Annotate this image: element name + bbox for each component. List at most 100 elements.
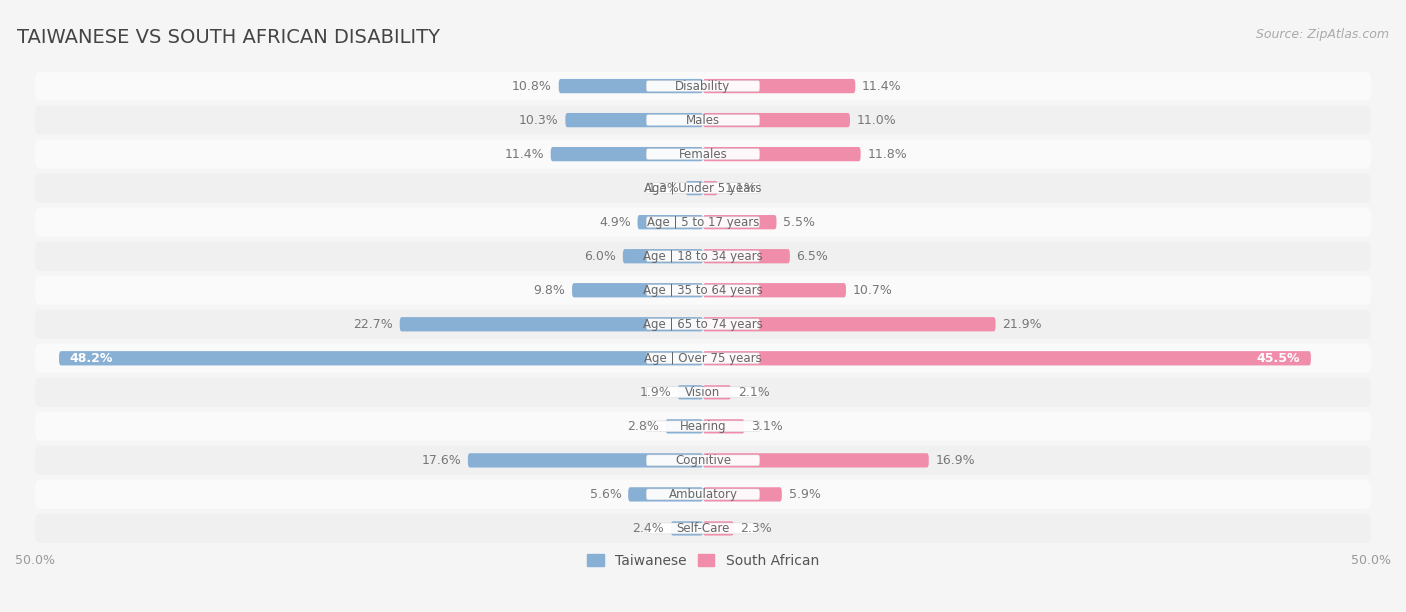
FancyBboxPatch shape: [686, 181, 703, 195]
Text: 11.0%: 11.0%: [856, 114, 897, 127]
Text: 10.3%: 10.3%: [519, 114, 558, 127]
Text: 48.2%: 48.2%: [70, 352, 112, 365]
FancyBboxPatch shape: [703, 351, 1310, 365]
Text: 2.8%: 2.8%: [627, 420, 659, 433]
Text: 17.6%: 17.6%: [422, 454, 461, 467]
FancyBboxPatch shape: [703, 419, 744, 433]
FancyBboxPatch shape: [558, 79, 703, 93]
FancyBboxPatch shape: [468, 453, 703, 468]
FancyBboxPatch shape: [647, 319, 759, 330]
FancyBboxPatch shape: [637, 215, 703, 230]
Text: 6.5%: 6.5%: [797, 250, 828, 263]
FancyBboxPatch shape: [35, 276, 1371, 305]
FancyBboxPatch shape: [35, 378, 1371, 407]
Text: Females: Females: [679, 147, 727, 160]
FancyBboxPatch shape: [628, 487, 703, 502]
FancyBboxPatch shape: [35, 140, 1371, 168]
Text: Disability: Disability: [675, 80, 731, 92]
FancyBboxPatch shape: [647, 81, 759, 92]
Text: Age | 65 to 74 years: Age | 65 to 74 years: [643, 318, 763, 330]
Text: TAIWANESE VS SOUTH AFRICAN DISABILITY: TAIWANESE VS SOUTH AFRICAN DISABILITY: [17, 28, 440, 47]
FancyBboxPatch shape: [35, 344, 1371, 373]
Text: Self-Care: Self-Care: [676, 522, 730, 535]
FancyBboxPatch shape: [35, 207, 1371, 237]
FancyBboxPatch shape: [551, 147, 703, 162]
Text: Vision: Vision: [685, 386, 721, 399]
FancyBboxPatch shape: [565, 113, 703, 127]
Text: 11.8%: 11.8%: [868, 147, 907, 160]
FancyBboxPatch shape: [703, 249, 790, 263]
FancyBboxPatch shape: [647, 455, 759, 466]
FancyBboxPatch shape: [671, 521, 703, 536]
Text: 21.9%: 21.9%: [1002, 318, 1042, 330]
FancyBboxPatch shape: [623, 249, 703, 263]
Text: Age | 35 to 64 years: Age | 35 to 64 years: [643, 284, 763, 297]
Text: 1.3%: 1.3%: [647, 182, 679, 195]
Text: 22.7%: 22.7%: [353, 318, 394, 330]
FancyBboxPatch shape: [703, 283, 846, 297]
Text: Source: ZipAtlas.com: Source: ZipAtlas.com: [1256, 28, 1389, 40]
Text: 2.3%: 2.3%: [741, 522, 772, 535]
FancyBboxPatch shape: [703, 113, 851, 127]
Text: 45.5%: 45.5%: [1257, 352, 1301, 365]
FancyBboxPatch shape: [35, 310, 1371, 338]
Text: 5.9%: 5.9%: [789, 488, 820, 501]
FancyBboxPatch shape: [35, 174, 1371, 203]
FancyBboxPatch shape: [647, 183, 759, 193]
Text: 2.4%: 2.4%: [633, 522, 664, 535]
FancyBboxPatch shape: [665, 419, 703, 433]
Text: Age | Under 5 years: Age | Under 5 years: [644, 182, 762, 195]
Text: Hearing: Hearing: [679, 420, 727, 433]
Text: 6.0%: 6.0%: [585, 250, 616, 263]
Text: Cognitive: Cognitive: [675, 454, 731, 467]
FancyBboxPatch shape: [703, 521, 734, 536]
FancyBboxPatch shape: [647, 114, 759, 125]
Text: 11.4%: 11.4%: [862, 80, 901, 92]
Text: 4.9%: 4.9%: [599, 215, 631, 229]
FancyBboxPatch shape: [647, 421, 759, 432]
Text: 3.1%: 3.1%: [751, 420, 783, 433]
Text: 9.8%: 9.8%: [533, 284, 565, 297]
FancyBboxPatch shape: [35, 242, 1371, 271]
FancyBboxPatch shape: [703, 385, 731, 400]
FancyBboxPatch shape: [572, 283, 703, 297]
FancyBboxPatch shape: [703, 487, 782, 502]
FancyBboxPatch shape: [647, 353, 759, 364]
Text: Males: Males: [686, 114, 720, 127]
Text: Age | 18 to 34 years: Age | 18 to 34 years: [643, 250, 763, 263]
Text: 11.4%: 11.4%: [505, 147, 544, 160]
Text: 10.8%: 10.8%: [512, 80, 553, 92]
FancyBboxPatch shape: [678, 385, 703, 400]
FancyBboxPatch shape: [703, 79, 855, 93]
FancyBboxPatch shape: [647, 285, 759, 296]
FancyBboxPatch shape: [35, 412, 1371, 441]
Text: 1.1%: 1.1%: [724, 182, 756, 195]
FancyBboxPatch shape: [647, 523, 759, 534]
FancyBboxPatch shape: [35, 446, 1371, 475]
Text: 5.5%: 5.5%: [783, 215, 815, 229]
FancyBboxPatch shape: [35, 480, 1371, 509]
Legend: Taiwanese, South African: Taiwanese, South African: [582, 548, 824, 573]
Text: 16.9%: 16.9%: [935, 454, 976, 467]
Text: 5.6%: 5.6%: [589, 488, 621, 501]
FancyBboxPatch shape: [35, 106, 1371, 135]
FancyBboxPatch shape: [647, 149, 759, 160]
FancyBboxPatch shape: [703, 317, 995, 332]
FancyBboxPatch shape: [703, 147, 860, 162]
FancyBboxPatch shape: [703, 215, 776, 230]
FancyBboxPatch shape: [703, 181, 717, 195]
FancyBboxPatch shape: [35, 72, 1371, 100]
Text: Ambulatory: Ambulatory: [668, 488, 738, 501]
Text: Age | 5 to 17 years: Age | 5 to 17 years: [647, 215, 759, 229]
FancyBboxPatch shape: [35, 514, 1371, 543]
Text: 10.7%: 10.7%: [852, 284, 893, 297]
Text: Age | Over 75 years: Age | Over 75 years: [644, 352, 762, 365]
Text: 2.1%: 2.1%: [738, 386, 769, 399]
FancyBboxPatch shape: [647, 387, 759, 398]
FancyBboxPatch shape: [59, 351, 703, 365]
FancyBboxPatch shape: [647, 217, 759, 228]
Text: 1.9%: 1.9%: [640, 386, 671, 399]
FancyBboxPatch shape: [399, 317, 703, 332]
FancyBboxPatch shape: [647, 251, 759, 262]
FancyBboxPatch shape: [703, 453, 929, 468]
